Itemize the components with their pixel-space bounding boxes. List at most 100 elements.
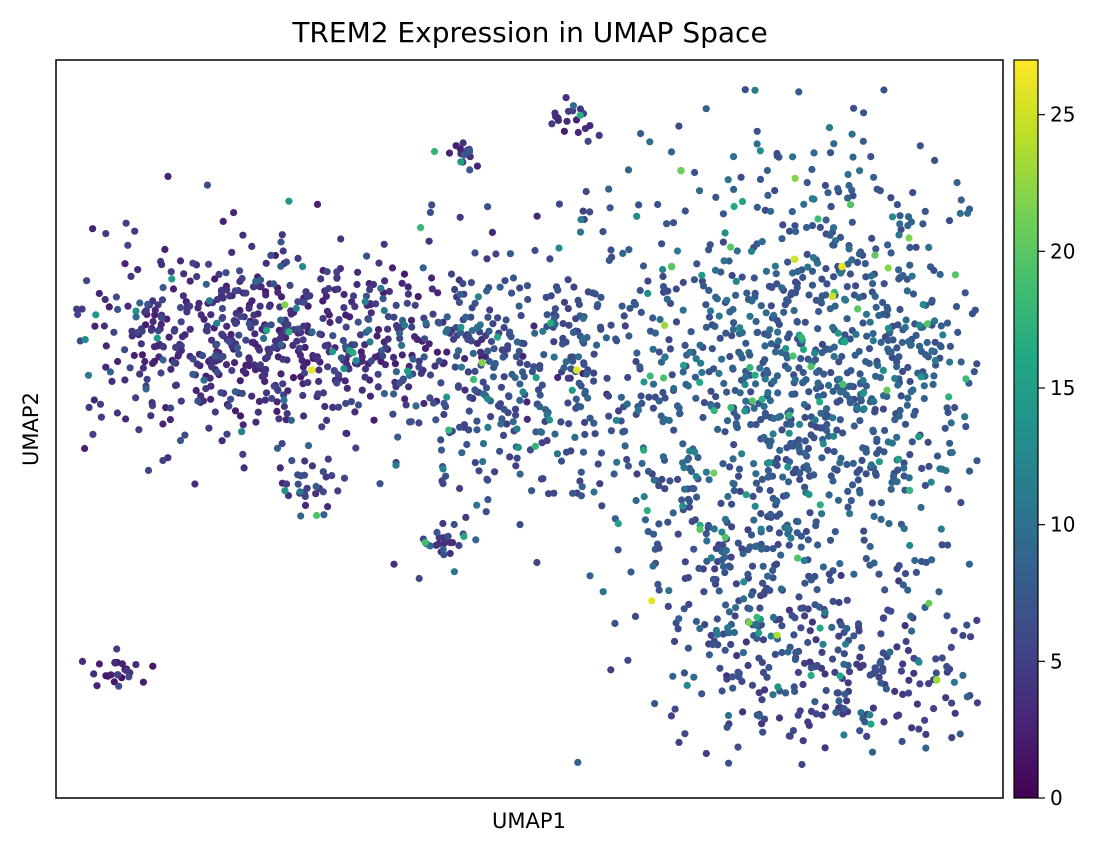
scatter-point xyxy=(217,286,225,294)
scatter-point xyxy=(812,710,820,718)
scatter-point xyxy=(557,457,566,465)
scatter-point xyxy=(819,640,827,648)
scatter-point xyxy=(800,378,808,386)
scatter-point xyxy=(835,358,843,366)
scatter-point xyxy=(644,528,652,536)
scatter-point xyxy=(148,402,157,410)
scatter-point xyxy=(659,265,667,274)
scatter-point xyxy=(370,416,378,424)
colorbar-gradient xyxy=(1013,59,1039,799)
scatter-point xyxy=(655,520,663,528)
scatter-point xyxy=(906,541,914,550)
scatter-point xyxy=(804,718,812,726)
scatter-point xyxy=(485,327,493,335)
scatter-point xyxy=(800,400,809,409)
scatter-point xyxy=(871,251,879,259)
scatter-point xyxy=(742,339,750,347)
scatter-point xyxy=(122,415,130,423)
scatter-point xyxy=(312,482,320,490)
scatter-point xyxy=(698,271,706,279)
scatter-point xyxy=(724,711,733,720)
scatter-point xyxy=(412,402,420,410)
scatter-point xyxy=(456,290,464,299)
scatter-point xyxy=(475,467,483,475)
scatter-point xyxy=(764,389,772,397)
scatter-point xyxy=(867,720,875,728)
chart-title: TREM2 Expression in UMAP Space xyxy=(291,16,767,49)
scatter-point-high xyxy=(307,366,316,374)
scatter-point xyxy=(457,328,465,336)
scatter-point xyxy=(748,397,757,405)
scatter-point xyxy=(361,298,369,306)
scatter-point xyxy=(505,393,513,401)
scatter-point xyxy=(328,472,336,480)
scatter-point xyxy=(89,225,97,233)
scatter-point xyxy=(922,744,930,752)
scatter-point xyxy=(564,399,572,407)
scatter-point xyxy=(463,440,471,449)
scatter-point xyxy=(366,392,374,400)
scatter-point xyxy=(916,680,924,688)
scatter-point xyxy=(480,390,488,398)
scatter-point xyxy=(928,556,936,564)
scatter-point xyxy=(753,140,761,148)
scatter-point xyxy=(318,423,326,431)
scatter-point xyxy=(586,208,594,216)
scatter-point xyxy=(877,630,885,638)
scatter-point xyxy=(755,654,763,662)
scatter-point xyxy=(684,382,692,390)
scatter-point xyxy=(923,320,932,328)
scatter-point xyxy=(861,260,869,268)
scatter-point xyxy=(922,558,930,567)
scatter-point xyxy=(888,439,897,447)
scatter-point xyxy=(278,440,286,448)
scatter-point xyxy=(265,302,273,311)
scatter-point xyxy=(802,223,811,232)
scatter-point xyxy=(834,329,842,337)
scatter-point xyxy=(294,325,302,333)
scatter-point xyxy=(303,293,311,301)
scatter-point xyxy=(730,185,738,193)
scatter-point xyxy=(692,355,700,363)
scatter-point xyxy=(276,464,284,472)
scatter-point xyxy=(149,297,157,305)
scatter-point xyxy=(265,349,273,357)
scatter-point xyxy=(422,319,430,327)
scatter-point xyxy=(550,338,558,346)
scatter-point xyxy=(739,649,748,657)
scatter-point xyxy=(702,530,710,538)
scatter-point xyxy=(884,336,892,344)
scatter-point xyxy=(760,402,768,410)
scatter-point xyxy=(778,235,786,243)
scatter-point xyxy=(679,306,687,314)
scatter-point xyxy=(965,560,974,568)
scatter-point xyxy=(132,307,140,315)
scatter-point xyxy=(401,395,409,403)
scatter-point xyxy=(827,203,835,211)
scatter-point xyxy=(818,454,826,462)
scatter-point xyxy=(202,280,210,288)
scatter-point xyxy=(791,376,799,384)
scatter-point xyxy=(551,305,560,313)
scatter-point xyxy=(337,354,345,362)
scatter-point xyxy=(404,290,412,298)
scatter-point xyxy=(390,390,398,398)
scatter-point xyxy=(906,377,914,386)
scatter-point xyxy=(936,341,944,350)
scatter-point xyxy=(874,361,882,370)
scatter-point xyxy=(803,462,811,470)
scatter-point xyxy=(396,334,404,342)
scatter-point xyxy=(727,553,735,561)
scatter-point xyxy=(817,409,825,417)
scatter-point xyxy=(915,321,924,329)
scatter-point xyxy=(769,430,777,438)
scatter-point xyxy=(734,668,742,676)
scatter-point xyxy=(729,364,737,372)
scatter-point xyxy=(794,554,802,562)
scatter-point xyxy=(698,690,706,698)
scatter-point xyxy=(755,485,764,494)
scatter-point xyxy=(143,375,151,383)
scatter-point xyxy=(159,284,167,292)
scatter-point xyxy=(431,362,439,370)
scatter-point xyxy=(908,438,916,446)
